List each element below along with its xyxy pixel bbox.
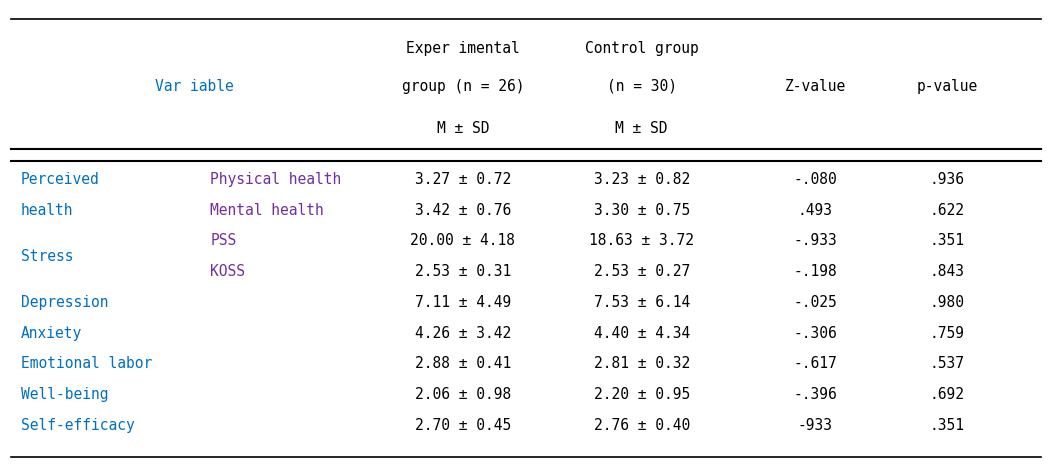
Text: 3.23 ± 0.82: 3.23 ± 0.82 <box>593 172 690 187</box>
Text: 3.27 ± 0.72: 3.27 ± 0.72 <box>414 172 511 187</box>
Text: health: health <box>21 203 74 218</box>
Text: Var iable: Var iable <box>156 79 234 94</box>
Text: -.198: -.198 <box>793 264 837 279</box>
Text: 2.53 ± 0.27: 2.53 ± 0.27 <box>593 264 690 279</box>
Text: 20.00 ± 4.18: 20.00 ± 4.18 <box>410 233 515 248</box>
Text: .980: .980 <box>929 295 965 310</box>
Text: .493: .493 <box>797 203 833 218</box>
Text: 4.26 ± 3.42: 4.26 ± 3.42 <box>414 326 511 341</box>
Text: Physical health: Physical health <box>210 172 342 187</box>
Text: .843: .843 <box>929 264 965 279</box>
Text: 7.53 ± 6.14: 7.53 ± 6.14 <box>593 295 690 310</box>
Text: .759: .759 <box>929 326 965 341</box>
Text: Z-value: Z-value <box>785 79 846 94</box>
Text: .692: .692 <box>929 387 965 402</box>
Text: Perceived: Perceived <box>21 172 100 187</box>
Text: .537: .537 <box>929 356 965 371</box>
Text: 3.42 ± 0.76: 3.42 ± 0.76 <box>414 203 511 218</box>
Text: Mental health: Mental health <box>210 203 324 218</box>
Text: 2.88 ± 0.41: 2.88 ± 0.41 <box>414 356 511 371</box>
Text: -.396: -.396 <box>793 387 837 402</box>
Text: .351: .351 <box>929 233 965 248</box>
Text: -.617: -.617 <box>793 356 837 371</box>
Text: 2.81 ± 0.32: 2.81 ± 0.32 <box>593 356 690 371</box>
Text: -933: -933 <box>797 418 833 433</box>
Text: 2.70 ± 0.45: 2.70 ± 0.45 <box>414 418 511 433</box>
Text: 18.63 ± 3.72: 18.63 ± 3.72 <box>589 233 694 248</box>
Text: -.306: -.306 <box>793 326 837 341</box>
Text: p-value: p-value <box>916 79 977 94</box>
Text: Emotional labor: Emotional labor <box>21 356 153 371</box>
Text: (n = 30): (n = 30) <box>607 79 676 94</box>
Text: 2.76 ± 0.40: 2.76 ± 0.40 <box>593 418 690 433</box>
Text: 2.20 ± 0.95: 2.20 ± 0.95 <box>593 387 690 402</box>
Text: M ± SD: M ± SD <box>437 121 489 136</box>
Text: 2.53 ± 0.31: 2.53 ± 0.31 <box>414 264 511 279</box>
Text: -.933: -.933 <box>793 233 837 248</box>
Text: M ± SD: M ± SD <box>615 121 668 136</box>
Text: 7.11 ± 4.49: 7.11 ± 4.49 <box>414 295 511 310</box>
Text: Well-being: Well-being <box>21 387 108 402</box>
Text: Stress: Stress <box>21 249 74 264</box>
Text: .936: .936 <box>929 172 965 187</box>
Text: 2.06 ± 0.98: 2.06 ± 0.98 <box>414 387 511 402</box>
Text: PSS: PSS <box>210 233 237 248</box>
Text: Self-efficacy: Self-efficacy <box>21 418 135 433</box>
Text: KOSS: KOSS <box>210 264 245 279</box>
Text: -.025: -.025 <box>793 295 837 310</box>
Text: -.080: -.080 <box>793 172 837 187</box>
Text: 3.30 ± 0.75: 3.30 ± 0.75 <box>593 203 690 218</box>
Text: .622: .622 <box>929 203 965 218</box>
Text: .351: .351 <box>929 418 965 433</box>
Text: Exper imental: Exper imental <box>406 41 520 56</box>
Text: Anxiety: Anxiety <box>21 326 82 341</box>
Text: Control group: Control group <box>585 41 699 56</box>
Text: group (n = 26): group (n = 26) <box>402 79 524 94</box>
Text: Depression: Depression <box>21 295 108 310</box>
Text: 4.40 ± 4.34: 4.40 ± 4.34 <box>593 326 690 341</box>
